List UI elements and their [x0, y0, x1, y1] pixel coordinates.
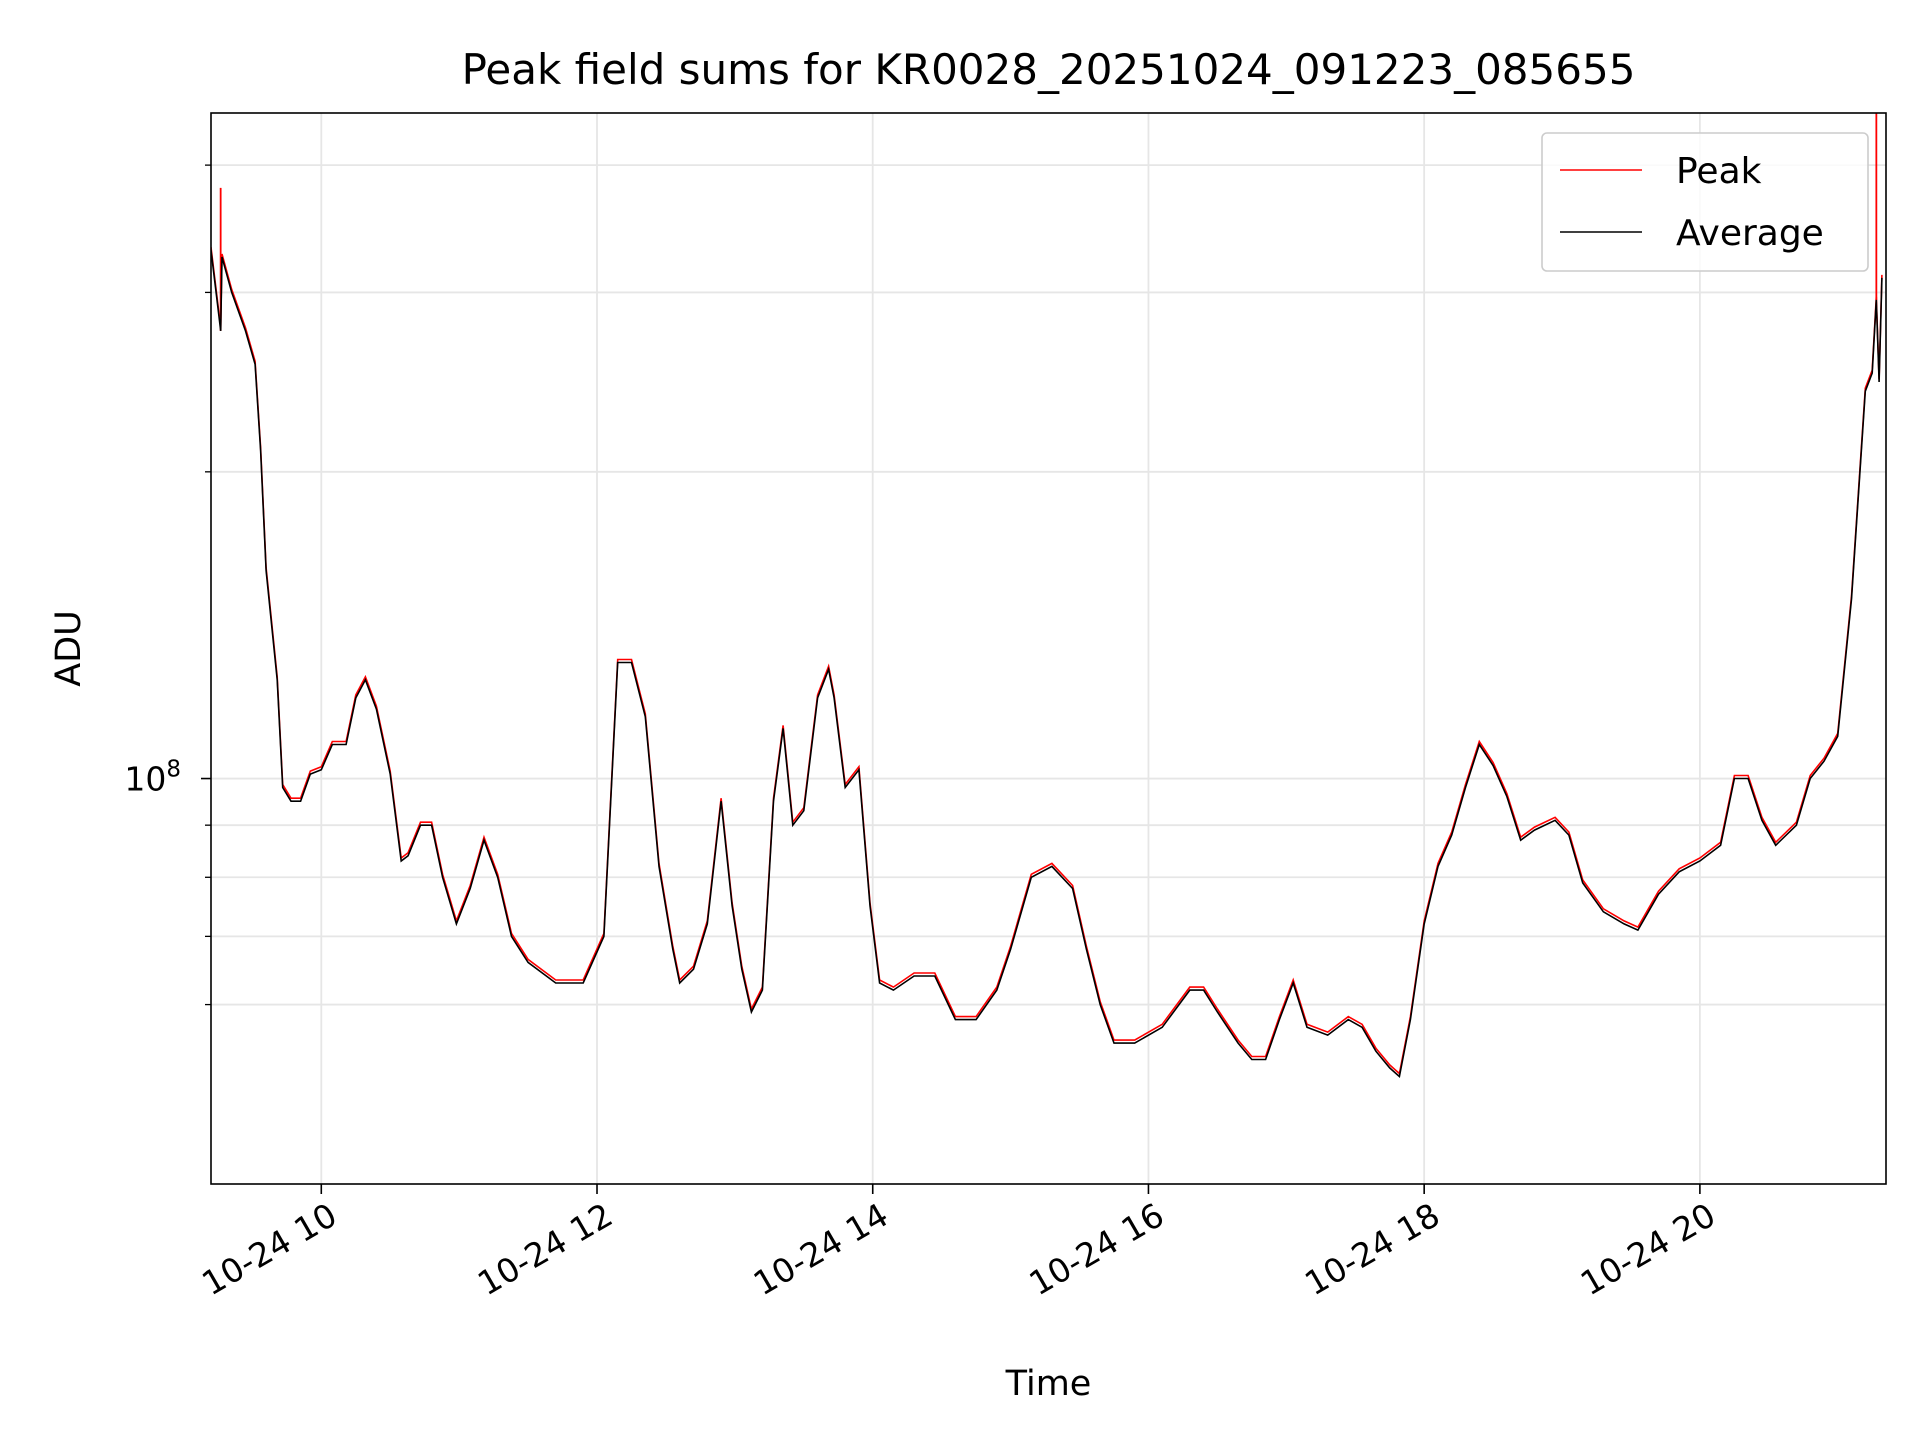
y-axis: 108 — [124, 164, 211, 1006]
legend-peak-label: Peak — [1676, 151, 1762, 192]
legend-box — [1541, 132, 1869, 272]
legend-average-label: Average — [1676, 213, 1824, 254]
y-tick-label: 108 — [124, 757, 181, 799]
plot-frame — [210, 112, 1887, 1185]
legend: Peak Average — [1541, 132, 1869, 272]
y-axis-title: ADU — [49, 610, 89, 687]
chart-title: Peak field sums for KR0028_20251024_0912… — [462, 45, 1636, 94]
grid — [211, 113, 1886, 1184]
plot-lines — [211, 113, 1883, 1079]
average-series-line — [211, 250, 1883, 1079]
x-axis-title: Time — [1005, 1364, 1092, 1404]
